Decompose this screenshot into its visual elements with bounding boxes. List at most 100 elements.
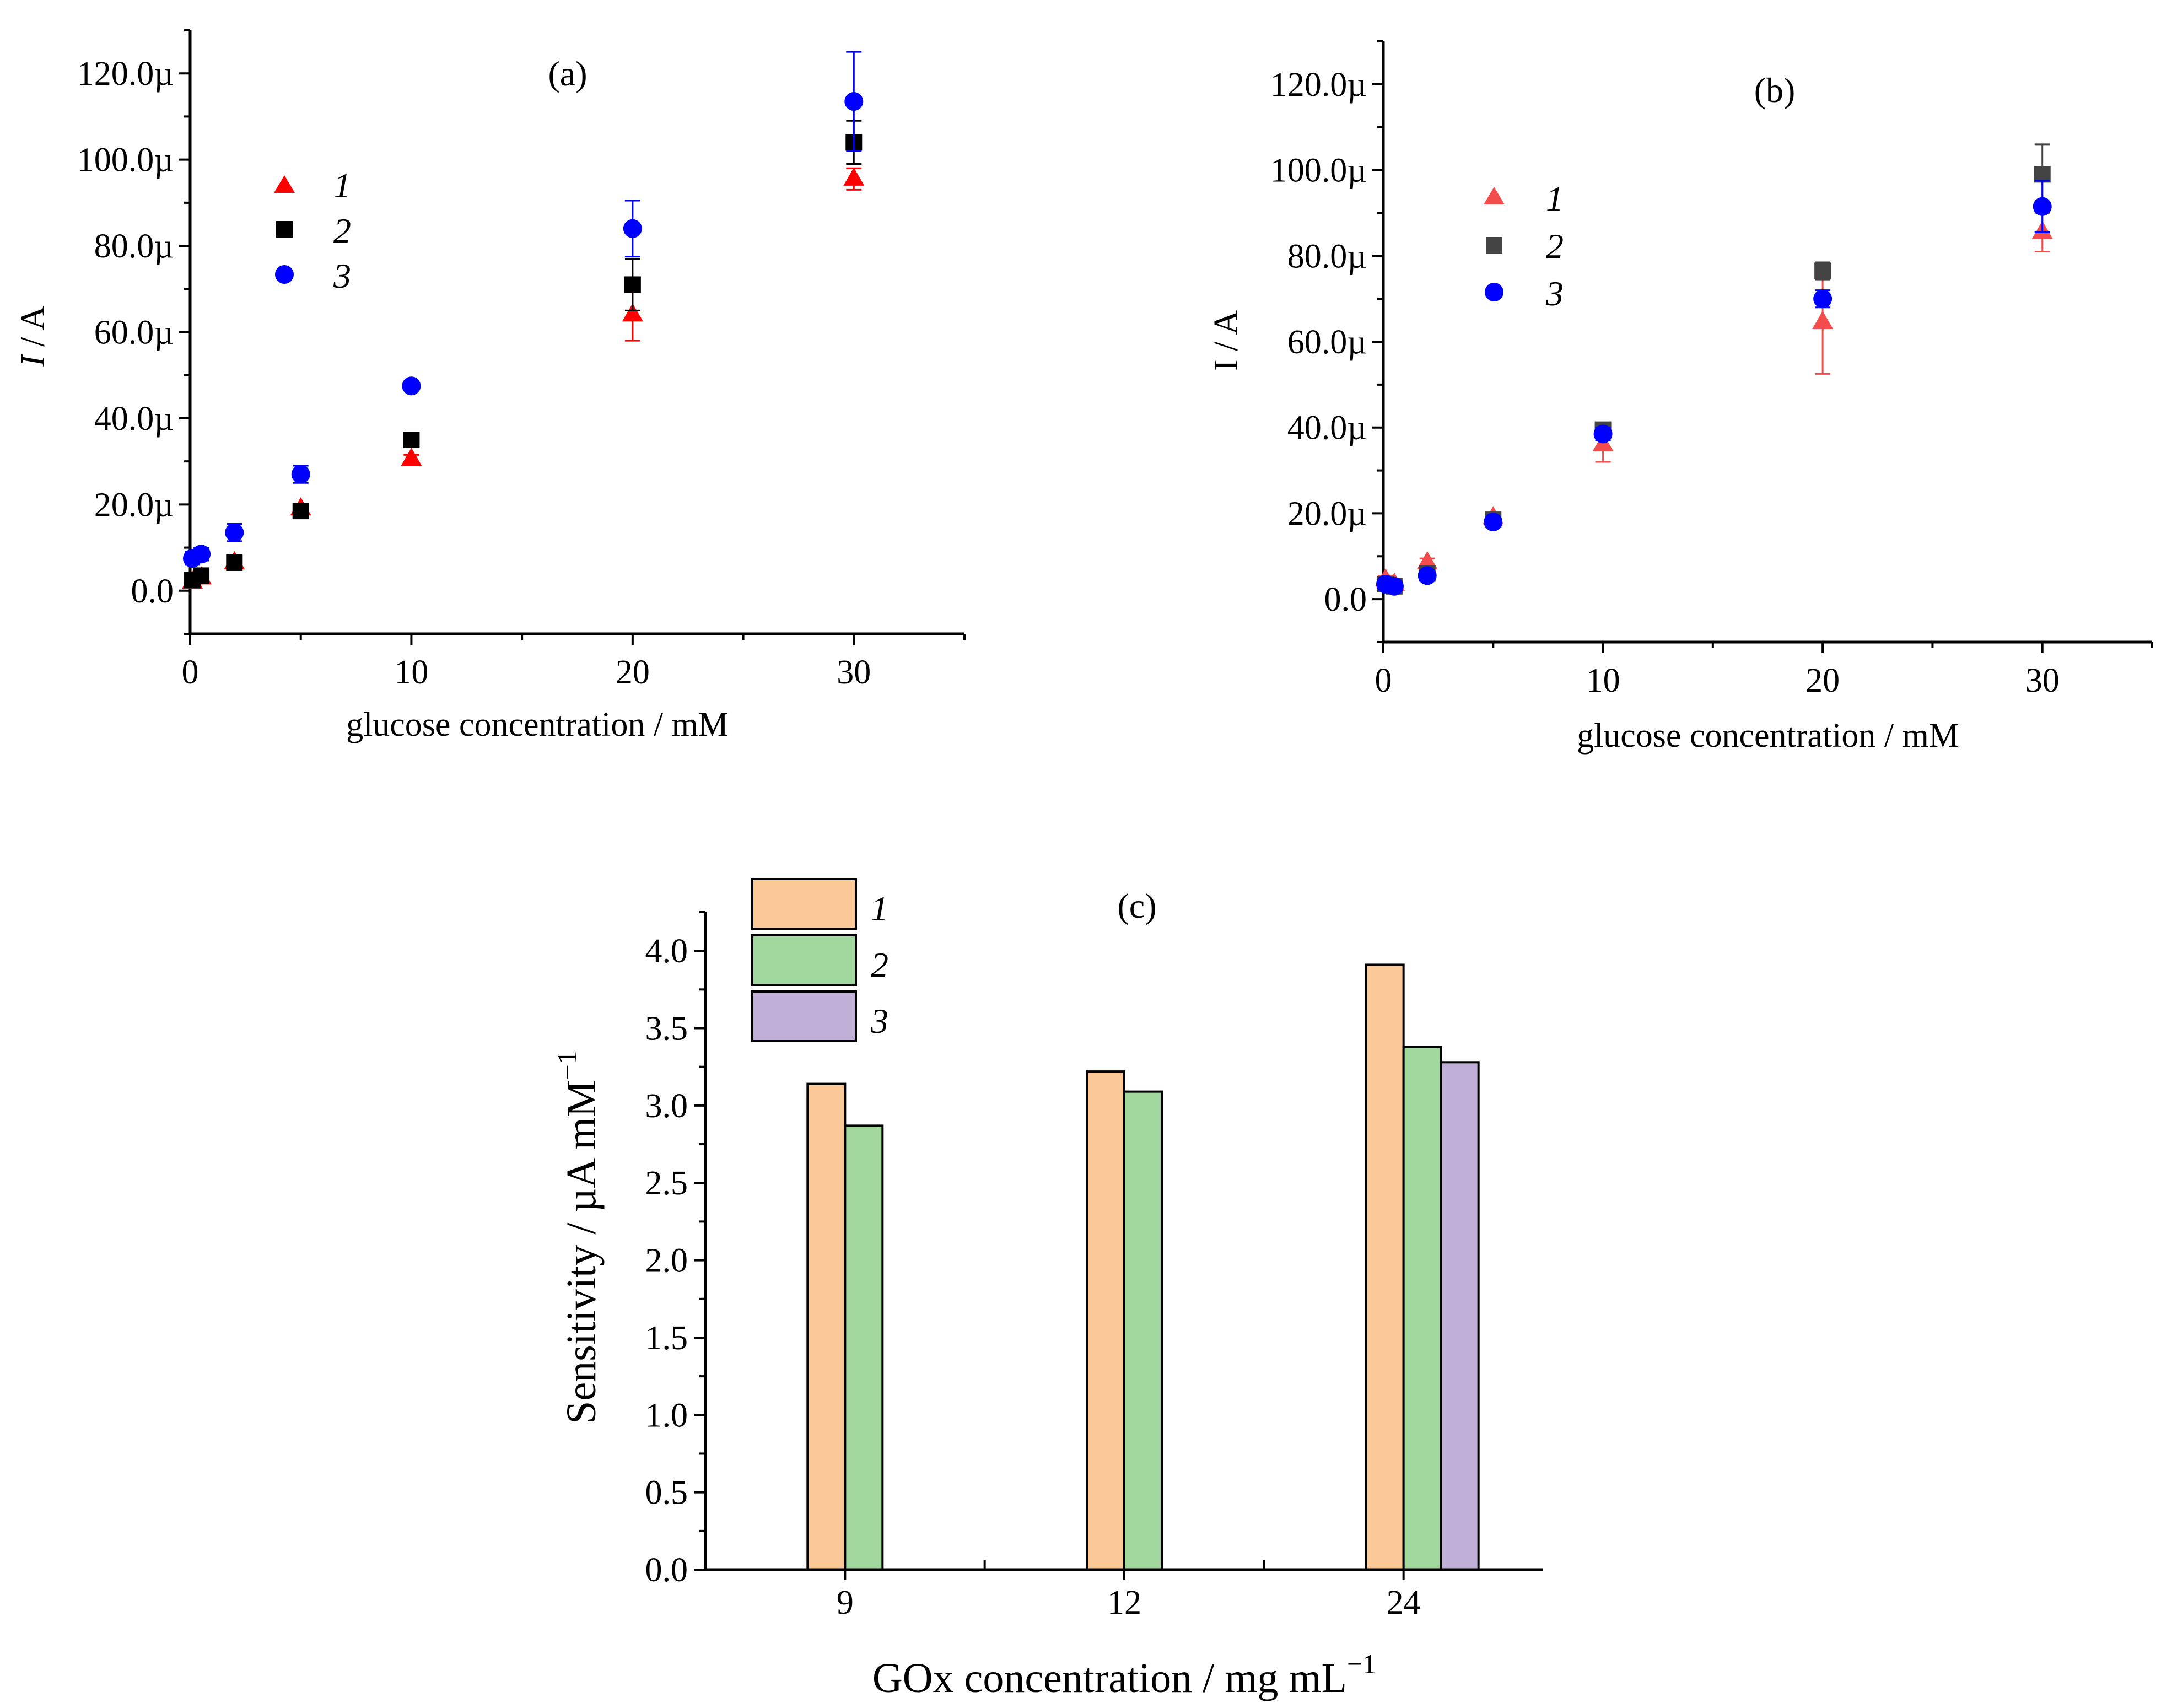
legend-c-3-swatch (751, 990, 857, 1042)
panel-b-y-label-rest: I / A (1208, 310, 1245, 371)
data-point-series-3 (192, 545, 211, 564)
data-point-series-2 (1814, 262, 1831, 279)
y-tick-label: 1.0 (645, 1397, 688, 1434)
panel-c-x-label-sup: −1 (1347, 1648, 1376, 1679)
legend-a-1-label: 1 (333, 166, 351, 205)
data-point-series-3 (1813, 289, 1833, 309)
data-point-series-3 (1484, 513, 1503, 531)
chart-panel-a: (a) 0.020.0µ40.0µ60.0µ80.0µ100.0µ120.0µ … (14, 29, 966, 743)
x-tick-label: 10 (394, 654, 428, 691)
y-tick-label: 0.0 (645, 1551, 688, 1589)
y-tick-label: 3.0 (645, 1087, 688, 1125)
panel-c-y-label-text: Sensitivity / µA mM (558, 1080, 605, 1424)
bar-24-series-1 (1365, 963, 1405, 1571)
legend-b-1-marker (1484, 187, 1505, 204)
data-point-series-1 (1812, 310, 1834, 329)
x-tick-label: 0 (1375, 662, 1392, 699)
y-tick-label: 2.0 (645, 1242, 688, 1280)
panel-b-legend: 1 2 3 (1484, 179, 1564, 313)
legend-b-3-marker (1485, 283, 1503, 301)
panel-a-title: (a) (548, 54, 587, 93)
panel-c-title: (c) (1117, 886, 1156, 925)
data-point-series-3 (2033, 197, 2052, 216)
panel-b-x-label: glucose concentration / mM (1577, 717, 1959, 755)
x-tick-label: 30 (2025, 662, 2060, 699)
y-tick-label: 1.5 (645, 1319, 688, 1357)
data-point-series-1 (622, 303, 643, 322)
legend-a-3-label: 3 (333, 256, 351, 295)
data-point-series-3 (1418, 566, 1437, 585)
data-point-series-3 (1384, 576, 1404, 596)
legend-b-2-label: 2 (1546, 227, 1564, 266)
x-tick-label: 20 (616, 654, 650, 691)
x-tick-label: 0 (182, 654, 199, 691)
y-tick-label: 20.0µ (1287, 495, 1367, 532)
legend-b-2-marker (1486, 237, 1502, 254)
y-tick-label: 20.0µ (94, 486, 174, 524)
data-point-series-2 (292, 503, 309, 520)
x-tick-label: 20 (1805, 662, 1840, 699)
data-point-series-2 (2034, 166, 2051, 183)
panel-c-y-label: Sensitivity / µA mM−1 (552, 1050, 605, 1424)
y-tick-label: 80.0µ (94, 228, 174, 265)
legend-b-1-label: 1 (1546, 179, 1564, 218)
y-tick-label: 100.0µ (1270, 152, 1367, 190)
x-tick-label: 10 (1586, 662, 1620, 699)
data-point-series-2 (403, 432, 420, 449)
y-tick-label: 0.0 (131, 573, 174, 610)
panel-a-y-label-italic: I (14, 353, 52, 367)
x-tick-label: 30 (837, 654, 871, 691)
y-tick-label: 120.0µ (77, 55, 174, 93)
panel-b-y-label: I / A (1208, 310, 1245, 371)
y-tick-label: 2.5 (645, 1165, 688, 1202)
panel-c-legend: 1 2 3 (751, 878, 888, 1042)
y-tick-label: 120.0µ (1270, 66, 1367, 104)
x-tick-label: 9 (837, 1584, 854, 1621)
data-point-series-3 (225, 523, 244, 542)
bar-24-series-3 (1440, 1061, 1480, 1571)
legend-c-3-label: 3 (870, 1001, 888, 1041)
y-tick-label: 4.0 (645, 933, 688, 970)
panel-a-legend: 1 2 3 (274, 166, 351, 295)
legend-a-3-marker (275, 265, 294, 284)
bar-9-series-2 (844, 1124, 884, 1571)
legend-a-2-label: 2 (333, 211, 351, 250)
x-tick-label: 12 (1107, 1584, 1141, 1621)
legend-a-2-marker (276, 221, 293, 238)
chart-panel-c: (c) 0.00.51.01.52.02.53.03.54.0 9 12 24 GO… (552, 878, 1543, 1701)
data-point-series-3 (1593, 424, 1613, 444)
data-point-series-1 (401, 448, 422, 466)
y-tick-label: 3.5 (645, 1010, 688, 1048)
data-point-series-3 (844, 92, 864, 111)
legend-c-1-label: 1 (871, 889, 888, 928)
data-point-series-2 (226, 554, 243, 571)
y-tick-label: 60.0µ (94, 314, 174, 352)
y-tick-label: 60.0µ (1287, 324, 1367, 361)
y-tick-label: 0.5 (645, 1474, 688, 1512)
y-tick-label: 40.0µ (94, 400, 174, 438)
bar-12-series-1 (1086, 1070, 1125, 1571)
panel-a-x-label: glucose concentration / mM (346, 706, 729, 743)
chart-panel-b: (b) 0.020.0µ40.0µ60.0µ80.0µ100.0µ120.0µ … (1208, 40, 2153, 755)
legend-c-2-swatch (751, 934, 857, 986)
panel-a-y-label: I / A (14, 306, 52, 367)
data-point-series-3 (623, 219, 642, 238)
y-tick-label: 40.0µ (1287, 410, 1367, 447)
panel-a-y-label-rest: / A (14, 306, 52, 355)
data-point-series-1 (1416, 551, 1438, 569)
y-tick-label: 0.0 (1324, 581, 1367, 618)
legend-c-2-label: 2 (871, 945, 888, 984)
x-tick-label: 24 (1387, 1584, 1421, 1621)
data-point-series-3 (291, 465, 310, 484)
legend-b-3-label: 3 (1545, 274, 1564, 313)
panel-b-title: (b) (1754, 71, 1796, 110)
data-point-series-3 (402, 376, 421, 396)
y-tick-label: 100.0µ (77, 142, 174, 179)
y-tick-label: 80.0µ (1287, 238, 1367, 275)
panel-c-y-label-sup: −1 (552, 1050, 583, 1080)
panel-c-x-label: GOx concentration / mg mL−1 (872, 1648, 1376, 1701)
data-point-series-2 (193, 567, 210, 584)
panel-c-x-label-text: GOx concentration / mg mL (872, 1655, 1347, 1701)
data-point-series-1 (843, 167, 865, 186)
